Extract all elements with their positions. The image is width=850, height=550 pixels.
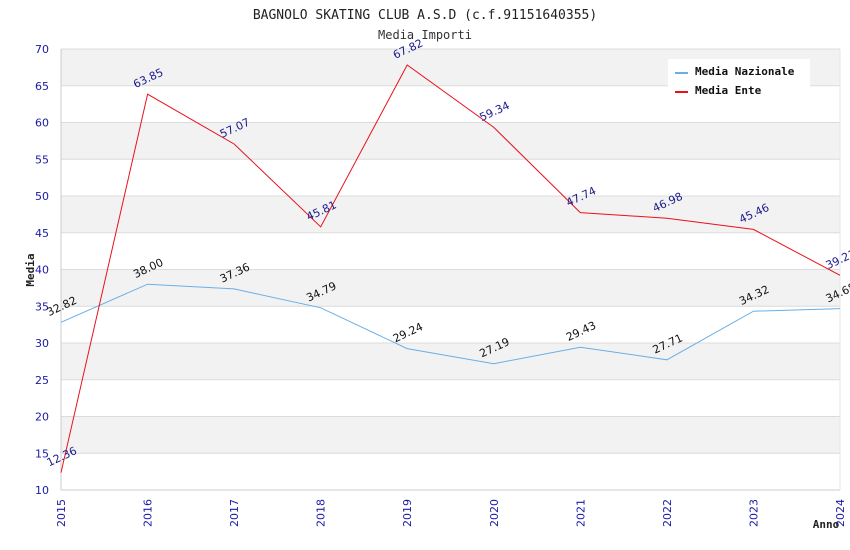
gridlines <box>61 48 840 491</box>
x-tick-label: 2015 <box>55 499 68 527</box>
y-tick-label: 50 <box>35 190 49 203</box>
axes <box>60 49 841 491</box>
x-tick-label: 2017 <box>228 499 241 527</box>
x-tick-label: 2018 <box>315 499 328 527</box>
data-label: 29.24 <box>391 320 425 345</box>
data-label: 59.34 <box>478 99 512 124</box>
y-tick-label: 15 <box>35 447 49 460</box>
x-tick-label: 2019 <box>401 499 414 527</box>
chart-title: BAGNOLO SKATING CLUB A.S.D (c.f.91151640… <box>253 8 597 23</box>
background-band <box>61 416 840 454</box>
legend-label-media-nazionale: Media Nazionale <box>695 65 795 78</box>
background-band <box>61 196 840 233</box>
x-tick-labels: 2015 2016 2017 2018 2019 2020 2021 2022 2023 2024 <box>55 499 847 527</box>
data-label: 39.21 <box>824 247 850 272</box>
y-tick-label: 60 <box>35 117 49 130</box>
background-band <box>61 343 840 380</box>
y-tick-label: 30 <box>35 337 49 350</box>
y-tick-label: 65 <box>35 80 49 93</box>
y-tick-label: 20 <box>35 411 49 424</box>
plot-background-bands <box>61 49 840 454</box>
y-tick-label: 40 <box>35 264 49 277</box>
y-axis-label: Media <box>24 253 37 286</box>
y-tick-label: 35 <box>35 300 49 313</box>
x-tick-label: 2020 <box>488 499 501 527</box>
background-band <box>61 269 840 307</box>
legend-box <box>668 59 810 101</box>
y-tick-label: 45 <box>35 227 49 240</box>
series-lines <box>60 64 841 473</box>
y-tick-label: 55 <box>35 153 49 166</box>
chart-subtitle: Media Importi <box>378 28 472 42</box>
series-line-media-nazionale <box>60 283 841 365</box>
legend-label-media-ente: Media Ente <box>695 84 762 97</box>
x-tick-label: 2016 <box>142 499 155 527</box>
y-tick-label: 10 <box>35 484 49 497</box>
legend: Media Nazionale Media Ente <box>668 59 810 101</box>
y-tick-label: 25 <box>35 374 49 387</box>
background-band <box>61 122 840 160</box>
series-line-media-ente <box>60 64 841 473</box>
x-tick-label: 2024 <box>834 499 847 527</box>
y-tick-labels: 10 15 20 25 30 35 40 45 50 55 60 65 70 <box>35 43 49 497</box>
x-tick-label: 2022 <box>661 499 674 527</box>
data-label: 29.43 <box>564 319 598 344</box>
y-tick-label: 70 <box>35 43 49 56</box>
x-tick-label: 2023 <box>747 499 760 527</box>
x-axis-label: Anno <box>813 518 840 531</box>
x-tick-label: 2021 <box>574 499 587 527</box>
